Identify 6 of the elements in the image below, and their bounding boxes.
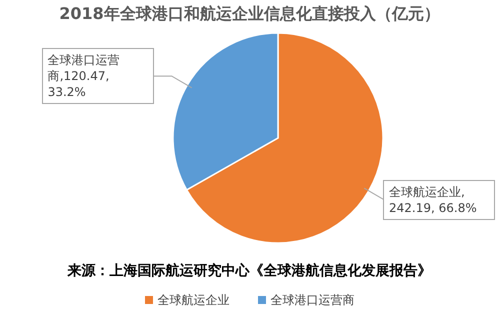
chart-title: 2018年全球港口和航运企业信息化直接投入（亿元）: [58, 4, 441, 25]
data-label: 全球港口运营商,120.47, 33.2%: [42, 48, 154, 104]
legend-label: 全球港口运营商: [270, 292, 354, 309]
source-note: 来源：上海国际航运研究中心《全球港航信息化发展报告》: [66, 262, 432, 280]
legend-label: 全球航运企业: [156, 292, 230, 309]
data-label: 全球航运企业, 242.19, 66.8%: [383, 180, 495, 220]
